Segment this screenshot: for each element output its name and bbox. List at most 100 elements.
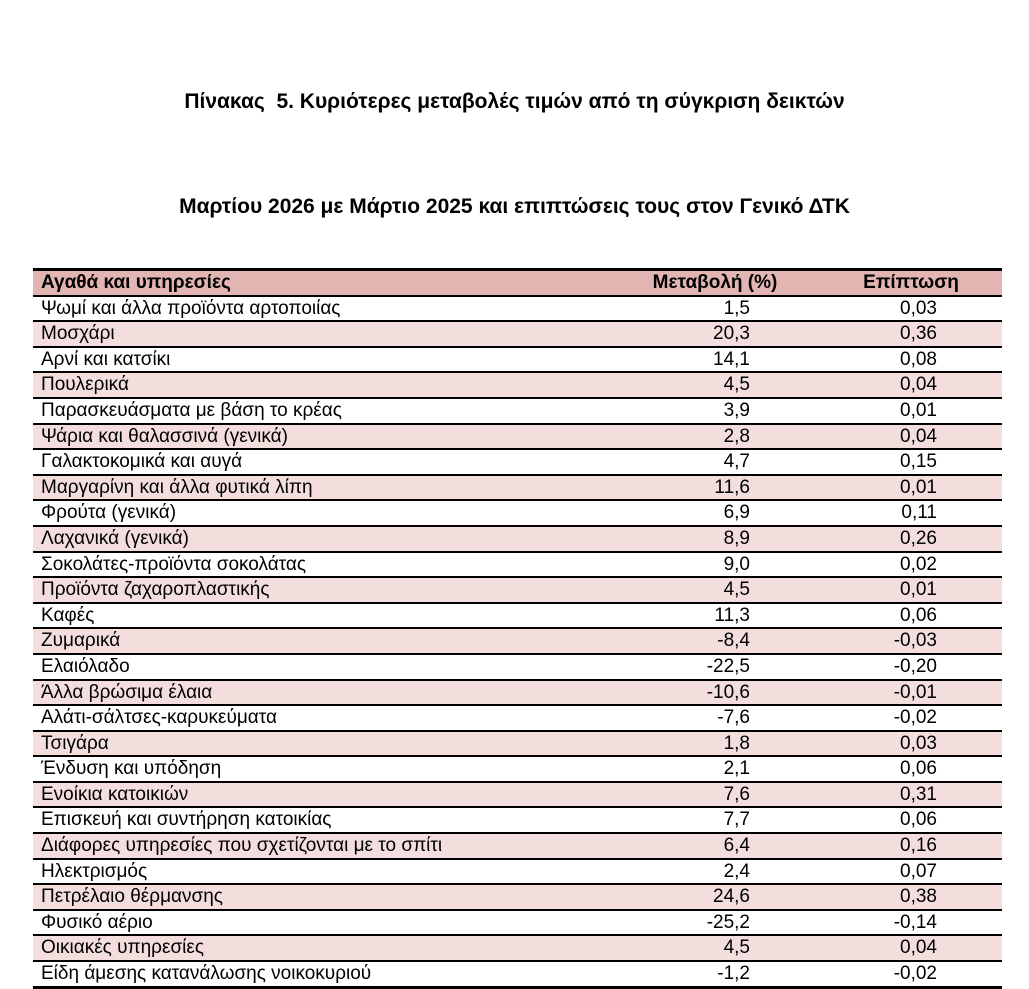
table-row: Ζυμαρικά -8,4 -0,03: [33, 627, 1002, 654]
item-label-cell: Σοκολάτες-προϊόντα σοκολάτας: [33, 550, 610, 578]
table-row: Αρνί και κατσίκι 14,1 0,08: [33, 345, 1002, 373]
change-value-cell: 4,5: [610, 576, 820, 603]
impact-value-cell: 0,01: [820, 473, 1002, 501]
impact-value-cell: 0,15: [820, 448, 1002, 475]
item-label-cell: Ηλεκτρισμός: [33, 857, 610, 885]
change-value-cell: -22,5: [610, 652, 820, 680]
table-row: Φρούτα (γενικά) 6,9 0,11: [33, 499, 1002, 526]
item-label-cell: Τσιγάρα: [33, 729, 610, 757]
item-label-cell: Άλλα βρώσιμα έλαια: [33, 678, 610, 706]
change-value-cell: 14,1: [610, 345, 820, 373]
item-label-cell: Οικιακές υπηρεσίες: [33, 934, 610, 962]
impact-value-cell: 0,04: [820, 934, 1002, 962]
impact-value-cell: 0,11: [820, 499, 1002, 526]
item-label-cell: Φυσικό αέριο: [33, 908, 610, 936]
change-value-cell: -7,6: [610, 704, 820, 731]
item-label-cell: Γαλακτοκομικά και αυγά: [33, 448, 610, 475]
table-row: Λαχανικά (γενικά) 8,9 0,26: [33, 524, 1002, 552]
item-label-cell: Ψάρια και θαλασσινά (γενικά): [33, 422, 610, 450]
impact-value-cell: -0,14: [820, 908, 1002, 936]
table-row: Οικιακές υπηρεσίες 4,5 0,04: [33, 934, 1002, 962]
item-label-cell: Ένδυση και υπόδηση: [33, 755, 610, 782]
item-label-cell: Διάφορες υπηρεσίες που σχετίζονται με το…: [33, 832, 610, 859]
item-label-cell: Φρούτα (γενικά): [33, 499, 610, 526]
change-value-cell: 11,3: [610, 601, 820, 629]
table-row: Είδη άμεσης κατανάλωσης νοικοκυριού -1,2-…: [33, 960, 1002, 988]
change-value-cell: -1,2: [610, 960, 820, 988]
impact-value-cell: 0,26: [820, 524, 1002, 552]
item-label-cell: Μαργαρίνη και άλλα φυτικά λίπη: [33, 473, 610, 501]
impact-value-cell: 0,01: [820, 576, 1002, 603]
table-row: Τσιγάρα 1,8 0,03: [33, 729, 1002, 757]
header-row: Αγαθά και υπηρεσίες Μεταβολή (%) Επίπτωσ…: [33, 268, 1002, 296]
item-label-cell: Είδη άμεσης κατανάλωσης νοικοκυριού: [33, 960, 610, 988]
item-label-cell: Λαχανικά (γενικά): [33, 524, 610, 552]
impact-value-cell: 0,38: [820, 883, 1002, 910]
impact-value-cell: 0,36: [820, 320, 1002, 347]
change-value-cell: 2,8: [610, 422, 820, 450]
change-value-cell: 7,7: [610, 806, 820, 834]
table-title-line2: Μαρτίου 2026 με Μάρτιο 2025 και επιπτώσε…: [179, 195, 850, 218]
table-row: Παρασκευάσματα με βάση το κρέας 3,9 0,01: [33, 396, 1002, 424]
table-row: Ελαιόλαδο -22,5 -0,20: [33, 652, 1002, 680]
item-label-cell: Προϊόντα ζαχαροπλαστικής: [33, 576, 610, 603]
item-label-cell: Αλάτι-σάλτσες-καρυκεύματα: [33, 704, 610, 731]
table-row: Πετρέλαιο θέρμανσης 24,6 0,38: [33, 883, 1002, 910]
item-label-cell: Ενοίκια κατοικιών: [33, 780, 610, 808]
table-row: Ένδυση και υπόδηση 2,1 0,06: [33, 755, 1002, 782]
impact-value-cell: 0,03: [820, 729, 1002, 757]
table-title: Πίνακας 5. Κυριότερες μεταβολές τιμών απ…: [0, 0, 1029, 259]
item-label-cell: Επισκευή και συντήρηση κατοικίας: [33, 806, 610, 834]
table-row: Διάφορες υπηρεσίες που σχετίζονται με το…: [33, 832, 1002, 859]
change-value-cell: 6,4: [610, 832, 820, 859]
table-row: Φυσικό αέριο -25,2 -0,14: [33, 908, 1002, 936]
change-value-cell: 1,5: [610, 294, 820, 322]
impact-value-cell: -0,02: [820, 960, 1002, 988]
item-label-cell: Παρασκευάσματα με βάση το κρέας: [33, 396, 610, 424]
item-label-cell: Αρνί και κατσίκι: [33, 345, 610, 373]
impact-value-cell: 0,06: [820, 601, 1002, 629]
table-row: Πουλερικά 4,5 0,04: [33, 371, 1002, 398]
table-body: Ψωμί και άλλα προϊόντα αρτοποιίας 1,5 0,03…: [33, 294, 1002, 988]
item-label-cell: Ζυμαρικά: [33, 627, 610, 654]
change-value-cell: 11,6: [610, 473, 820, 501]
item-label-cell: Μοσχάρι: [33, 320, 610, 347]
table-row: Σοκολάτες-προϊόντα σοκολάτας 9,0 0,02: [33, 550, 1002, 578]
impact-value-cell: -0,20: [820, 652, 1002, 680]
impact-value-cell: 0,03: [820, 294, 1002, 322]
table-row: Ηλεκτρισμός 2,4 0,07: [33, 857, 1002, 885]
change-value-cell: 4,5: [610, 934, 820, 962]
change-value-cell: -10,6: [610, 678, 820, 706]
change-value-cell: 6,9: [610, 499, 820, 526]
change-value-cell: 4,5: [610, 371, 820, 398]
impact-value-cell: 0,06: [820, 755, 1002, 782]
column-header-goods-services: Αγαθά και υπηρεσίες: [33, 268, 610, 296]
table-row: Καφές 11,3 0,06: [33, 601, 1002, 629]
table-title-line1: Πίνακας 5. Κυριότερες μεταβολές τιμών απ…: [184, 90, 845, 113]
item-label-cell: Ψωμί και άλλα προϊόντα αρτοποιίας: [33, 294, 610, 322]
table-row: Αλάτι-σάλτσες-καρυκεύματα -7,6 -0,02: [33, 704, 1002, 731]
item-label-cell: Πετρέλαιο θέρμανσης: [33, 883, 610, 910]
impact-value-cell: -0,03: [820, 627, 1002, 654]
impact-value-cell: 0,04: [820, 422, 1002, 450]
item-label-cell: Ελαιόλαδο: [33, 652, 610, 680]
change-value-cell: 3,9: [610, 396, 820, 424]
column-header-impact: Επίπτωση: [820, 268, 1002, 296]
impact-value-cell: 0,31: [820, 780, 1002, 808]
table-row: Ψωμί και άλλα προϊόντα αρτοποιίας 1,5 0,03: [33, 294, 1002, 322]
impact-value-cell: 0,08: [820, 345, 1002, 373]
change-value-cell: 4,7: [610, 448, 820, 475]
impact-value-cell: 0,04: [820, 371, 1002, 398]
item-label-cell: Καφές: [33, 601, 610, 629]
change-value-cell: -25,2: [610, 908, 820, 936]
price-changes-table: Αγαθά και υπηρεσίες Μεταβολή (%) Επίπτωσ…: [33, 268, 1002, 989]
change-value-cell: 20,3: [610, 320, 820, 347]
change-value-cell: 7,6: [610, 780, 820, 808]
impact-value-cell: 0,16: [820, 832, 1002, 859]
table-row: Επισκευή και συντήρηση κατοικίας 7,7 0,06: [33, 806, 1002, 834]
change-value-cell: 2,1: [610, 755, 820, 782]
change-value-cell: 2,4: [610, 857, 820, 885]
table-row: Άλλα βρώσιμα έλαια -10,6 -0,01: [33, 678, 1002, 706]
table-row: Γαλακτοκομικά και αυγά 4,7 0,15: [33, 448, 1002, 475]
table-row: Μοσχάρι 20,3 0,36: [33, 320, 1002, 347]
